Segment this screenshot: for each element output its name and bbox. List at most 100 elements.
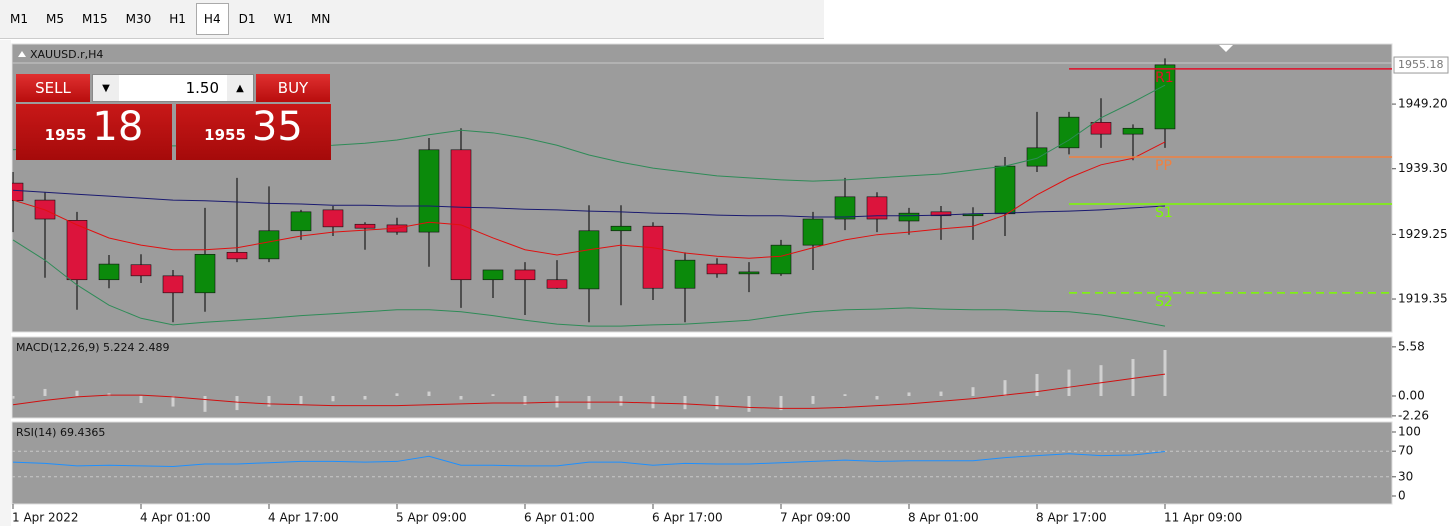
y-tick-label: 1929.25	[1398, 227, 1448, 241]
x-tick-label: 4 Apr 17:00	[268, 511, 339, 525]
volume-up[interactable]: ▲	[227, 75, 253, 101]
y-tick-label: 0	[1398, 488, 1406, 502]
candle-body	[450, 149, 472, 281]
y-tick-label: 1939.30	[1398, 161, 1448, 175]
panel-plot: R1 PP S1 S2	[12, 58, 1392, 327]
macd-bar	[459, 395, 463, 400]
buy-button[interactable]: BUY	[256, 74, 330, 102]
macd-bar	[12, 395, 15, 399]
candle-body	[322, 209, 344, 228]
macd-bar	[75, 390, 79, 396]
candle-body	[482, 269, 504, 281]
candle-body	[290, 211, 312, 232]
left-strip	[0, 40, 11, 526]
macd-bar	[1003, 380, 1007, 396]
candle-body	[674, 259, 696, 289]
candle-body	[770, 244, 792, 275]
candle-body	[898, 212, 920, 222]
macd-bar	[203, 395, 207, 412]
shift-marker	[1219, 45, 1233, 52]
x-tick-label: 7 Apr 09:00	[780, 511, 851, 525]
candle-body	[258, 230, 280, 260]
candle-body	[866, 196, 888, 220]
candle-body	[226, 252, 248, 260]
macd-bar	[971, 387, 975, 396]
y-tick-label: 30	[1398, 469, 1413, 483]
candle-body	[1026, 147, 1048, 167]
candle-body	[1090, 122, 1112, 135]
collapse-icon	[18, 51, 26, 57]
candle-body	[930, 211, 952, 217]
candle-body	[514, 269, 536, 281]
timeframe-button[interactable]: M30	[125, 12, 152, 26]
timeframe-button[interactable]: M5	[46, 12, 64, 26]
macd-bar	[235, 395, 239, 411]
y-tick-label: 5.58	[1398, 339, 1425, 353]
volume-down[interactable]: ▼	[93, 75, 119, 101]
macd-bar	[619, 395, 623, 406]
candle-body	[1122, 127, 1144, 135]
macd-bar	[395, 393, 399, 396]
macd-bar	[1035, 373, 1039, 396]
indicator-line	[12, 189, 1166, 218]
candle-body	[1154, 64, 1176, 130]
macd-bar	[1067, 369, 1071, 396]
macd-bar	[811, 395, 815, 404]
candle-body	[130, 264, 152, 277]
macd-bar	[1099, 365, 1103, 396]
macd-bar	[43, 388, 47, 396]
timeframe-button[interactable]: H1	[169, 12, 186, 26]
candle-body	[66, 220, 88, 281]
one-click-trading: SELL ▼ 1.50 ▲ BUY 1955 18 1955 35	[14, 72, 332, 162]
timeframe-button[interactable]: D1	[238, 12, 256, 26]
rsi-panel	[11, 421, 1393, 505]
timeframe-button[interactable]: MN	[310, 12, 331, 26]
bid-price[interactable]: 1955 18	[16, 104, 172, 160]
pivot-label: S1	[1155, 205, 1173, 221]
x-tick-label: 6 Apr 17:00	[652, 511, 723, 525]
candle-body	[802, 218, 824, 246]
y-tick-label: 100	[1398, 424, 1421, 438]
x-tick-label: 1 Apr 2022	[12, 511, 79, 525]
timeframe-toolbar: M1 M5 M15 M30 H1 H4 D1 W1 MN	[0, 0, 824, 39]
candle-body	[194, 253, 216, 294]
panel-title: MACD(12,26,9) 5.224 2.489	[16, 341, 170, 354]
macd-bar	[939, 391, 943, 396]
y-tick-label: 70	[1398, 444, 1413, 458]
candle-body	[98, 263, 120, 281]
timeframe-button[interactable]: M15	[82, 12, 108, 26]
macd-bar	[1131, 359, 1135, 396]
candle-body	[418, 149, 440, 233]
macd-signal	[12, 373, 1166, 409]
current-price-label: 1955.18	[1398, 58, 1444, 71]
pivot-label: PP	[1155, 158, 1172, 174]
candle-body	[162, 275, 184, 294]
candle-body	[546, 279, 568, 289]
candle-body	[610, 225, 632, 232]
y-tick-label: -2.26	[1398, 408, 1429, 422]
candle-body	[354, 223, 376, 229]
macd-bar	[523, 395, 527, 405]
timeframe-button[interactable]: W1	[273, 12, 293, 26]
x-tick-label: 4 Apr 01:00	[140, 511, 211, 525]
macd-bar	[875, 395, 879, 400]
volume-value[interactable]: 1.50	[185, 79, 219, 97]
candle-body	[642, 225, 664, 289]
bid-prefix: 1955	[44, 126, 87, 144]
candle-body	[1058, 116, 1080, 149]
candle-body	[12, 182, 24, 202]
macd-panel	[11, 336, 1393, 419]
macd-bar	[427, 391, 431, 396]
x-tick-label: 8 Apr 17:00	[1036, 511, 1107, 525]
macd-bar	[907, 392, 911, 396]
panel-plot	[12, 349, 1167, 412]
sell-button[interactable]: SELL	[16, 74, 90, 102]
current-price-box	[1393, 56, 1449, 74]
timeframe-button[interactable]: M1	[10, 12, 28, 26]
timeframe-button[interactable]: H4	[195, 3, 229, 35]
macd-bar	[331, 395, 335, 402]
ask-price[interactable]: 1955 35	[176, 104, 331, 160]
macd-bar	[683, 395, 687, 410]
candle-body	[706, 263, 728, 275]
